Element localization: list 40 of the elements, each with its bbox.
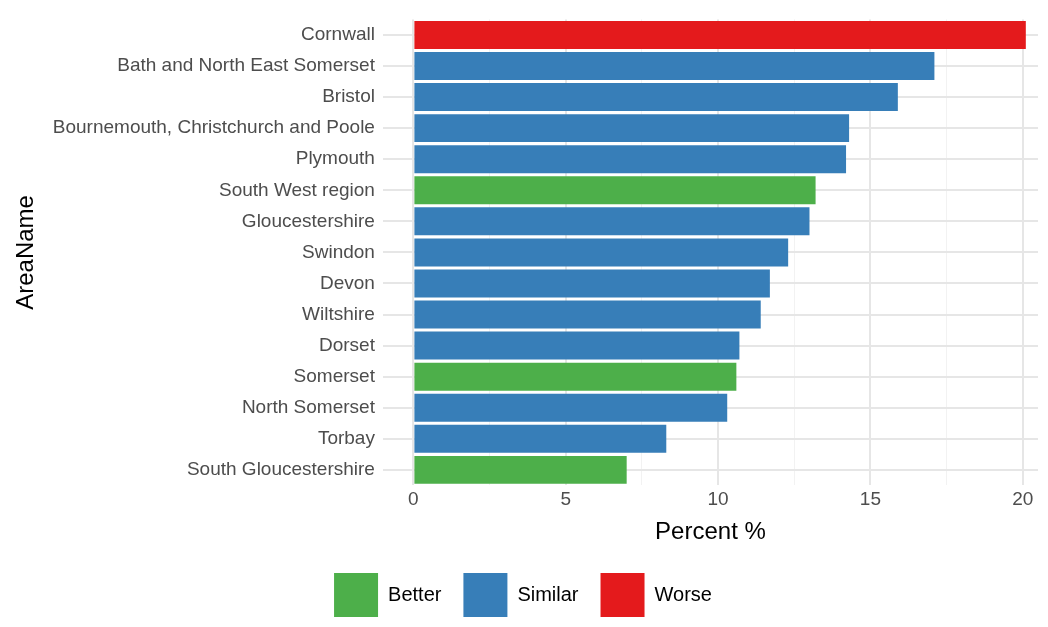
bar [414,424,667,453]
x-tick-label: 10 [707,488,729,510]
y-tick-label: Gloucestershire [241,209,375,231]
bar [414,238,789,267]
legend-label: Worse [654,582,712,605]
y-tick-label: Cornwall [301,23,375,45]
bar [414,362,737,391]
x-tick-label: 5 [560,488,572,510]
y-tick-label: Devon [320,271,375,293]
y-tick-label: North Somerset [241,395,376,417]
x-axis-title: Percent % [655,517,766,545]
bar [414,176,816,205]
x-tick-label: 0 [408,488,419,510]
legend-label: Similar [517,582,579,605]
bar [414,331,740,360]
y-tick-label: Bath and North East Somerset [117,54,376,76]
y-tick-label: Somerset [293,364,376,386]
bar [414,300,761,329]
y-tick-label: Swindon [302,240,375,262]
y-tick-label: South West region [218,178,375,200]
bar [414,83,898,112]
y-tick-label: Bristol [322,85,375,107]
legend-label: Better [388,582,442,605]
x-tick-label: 20 [1012,488,1034,510]
bar [414,20,1026,49]
bar [414,269,770,298]
bar [414,52,935,80]
y-tick-label: Bournemouth, Christchurch and Poole [52,116,375,138]
y-tick-label: Dorset [318,333,376,355]
bar [414,114,850,143]
bar [414,207,810,236]
y-tick-label: Plymouth [295,147,375,169]
y-axis-title: AreaName [11,195,39,310]
y-tick-label: Wiltshire [302,302,375,324]
bar [414,455,627,484]
bar [414,393,728,422]
x-tick-label: 15 [859,488,881,510]
y-tick-label: Torbay [317,427,376,449]
bar [414,145,847,174]
y-tick-label: South Gloucestershire [186,458,375,480]
